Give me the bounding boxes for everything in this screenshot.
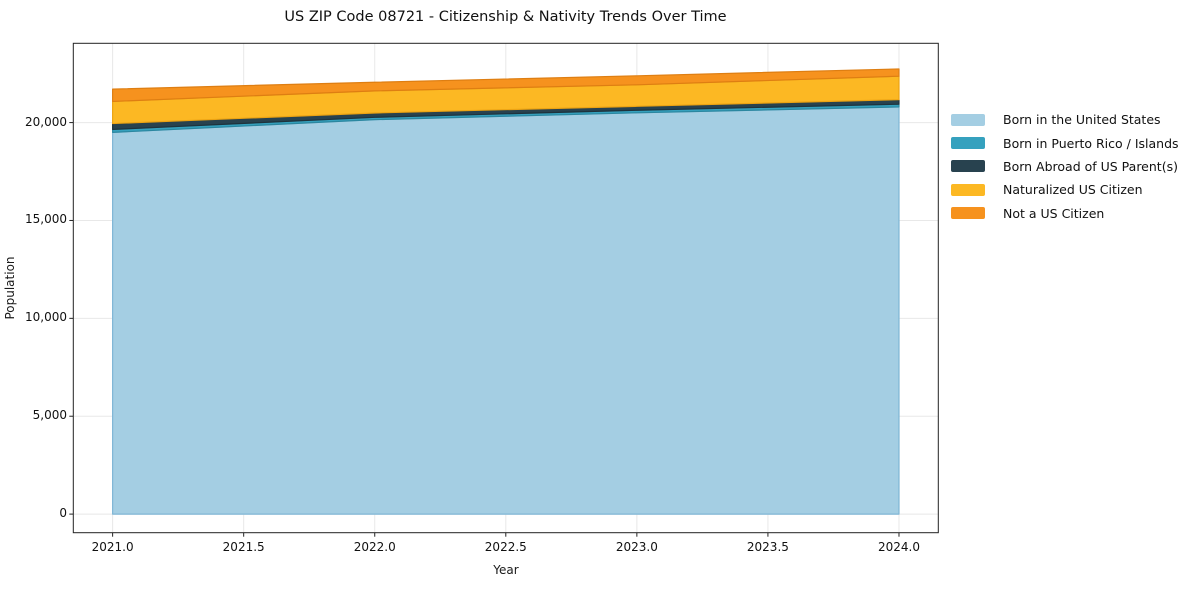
x-tick-label: 2024.0 — [877, 540, 920, 554]
x-tick-label: 2022.0 — [353, 540, 396, 554]
legend-item: Naturalized US Citizen — [951, 178, 1179, 201]
legend-label: Naturalized US Citizen — [1003, 182, 1143, 198]
y-tick-label: 0 — [59, 506, 67, 521]
legend-label: Born in the United States — [1003, 112, 1161, 128]
area-born-in-the-united-states — [112, 106, 900, 515]
legend-swatch — [951, 137, 985, 150]
legend-item: Born Abroad of US Parent(s) — [951, 155, 1179, 178]
y-tick-label: 10,000 — [25, 310, 67, 325]
x-axis-label: Year — [493, 563, 519, 577]
legend-swatch — [951, 160, 985, 173]
legend-swatch — [951, 113, 985, 126]
legend-item: Not a US Citizen — [951, 202, 1179, 225]
y-tick-label: 5,000 — [32, 408, 67, 423]
x-tick-label: 2023.5 — [746, 540, 789, 554]
legend-label: Not a US Citizen — [1003, 205, 1105, 221]
y-tick-label: 15,000 — [25, 212, 67, 227]
legend-swatch — [951, 183, 985, 196]
area-not-a-us-citizen — [112, 68, 900, 103]
x-tick-label: 2021.5 — [222, 540, 265, 554]
legend-swatch — [951, 207, 985, 220]
legend-label: Born Abroad of US Parent(s) — [1003, 158, 1178, 174]
chart-title: US ZIP Code 08721 - Citizenship & Nativi… — [284, 9, 727, 25]
legend: Born in the United States Born in Puerto … — [951, 108, 1179, 225]
legend-item: Born in Puerto Rico / Islands — [951, 131, 1179, 154]
y-tick-label: 20,000 — [25, 114, 67, 129]
legend-item: Born in the United States — [951, 108, 1179, 131]
x-tick-label: 2023.0 — [615, 540, 658, 554]
legend-label: Born in Puerto Rico / Islands — [1003, 135, 1179, 151]
x-tick-label: 2022.5 — [484, 540, 527, 554]
x-tick-label: 2021.0 — [91, 540, 134, 554]
